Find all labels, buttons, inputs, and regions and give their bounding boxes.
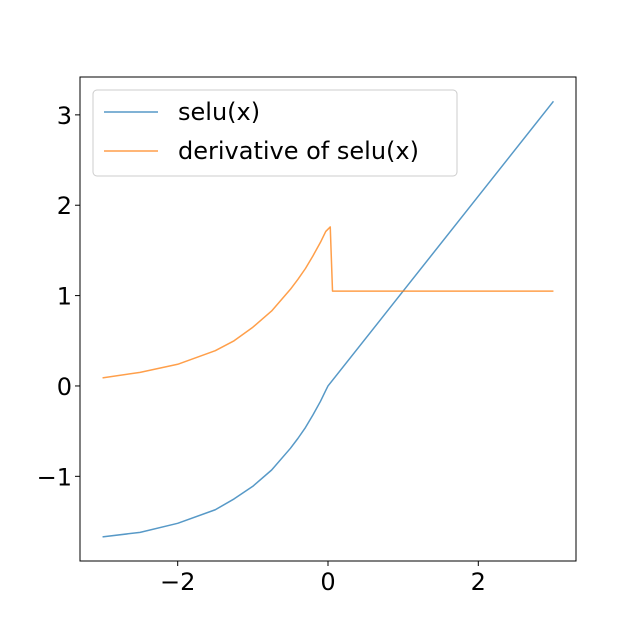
- y-tick-label-4: 3: [57, 102, 72, 130]
- y-tick-label-3: 2: [57, 192, 72, 220]
- series-line-0: [102, 100, 555, 538]
- x-tick-label-2: 2: [471, 568, 486, 596]
- x-tick-label-0: −2: [160, 568, 195, 596]
- series-line-1: [102, 226, 554, 379]
- legend-box: [92, 89, 458, 177]
- legend-label-1: derivative of selu(x): [178, 137, 419, 165]
- series-layer: [102, 100, 555, 538]
- legend-label-0: selu(x): [178, 98, 260, 126]
- x-tick-label-1: 0: [320, 568, 335, 596]
- y-tick-label-1: 0: [57, 373, 72, 401]
- legend: selu(x) derivative of selu(x): [92, 89, 458, 177]
- y-tick-label-0: −1: [37, 463, 72, 491]
- axis-ticks: −2 0 2 −1 0 1 2 3: [37, 102, 486, 596]
- y-tick-label-2: 1: [57, 283, 72, 311]
